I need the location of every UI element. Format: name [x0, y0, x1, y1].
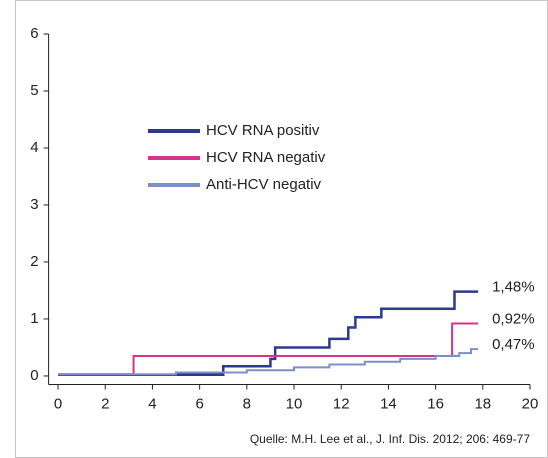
frame — [15, 0, 548, 458]
x-tick-label: 2 — [101, 395, 109, 412]
x-tick-label: 14 — [380, 395, 397, 412]
y-tick-label: 5 — [30, 82, 38, 99]
source: Quelle: M.H. Lee et al., J. Inf. Dis. 20… — [250, 432, 530, 446]
y-tick-label: 1 — [30, 310, 38, 327]
y-tick-label: 4 — [30, 139, 38, 156]
legend-label: HCV RNA negativ — [206, 149, 326, 166]
legend-label: Anti-HCV negativ — [206, 176, 322, 193]
end-label: 0,47% — [492, 336, 535, 353]
y-tick-label: 0 — [30, 367, 38, 384]
y-tick-label: 3 — [30, 196, 38, 213]
x-tick-label: 12 — [333, 395, 350, 412]
x-tick-label: 18 — [474, 395, 491, 412]
x-tick-label: 10 — [286, 395, 303, 412]
legend-label: HCV RNA positiv — [206, 122, 320, 139]
end-label: 1,48% — [492, 279, 535, 296]
x-tick-label: 0 — [54, 395, 62, 412]
end-label: 0,92% — [492, 310, 535, 327]
x-tick-label: 4 — [148, 395, 156, 412]
x-tick-label: 16 — [427, 395, 444, 412]
step-line — [58, 290, 479, 377]
x-tick-label: 20 — [522, 395, 539, 412]
y-tick-label: 6 — [30, 25, 38, 42]
x-tick-label: 8 — [243, 395, 251, 412]
x-tick-label: 6 — [195, 395, 203, 412]
y-tick-label: 2 — [30, 253, 38, 270]
step-line — [58, 348, 479, 376]
